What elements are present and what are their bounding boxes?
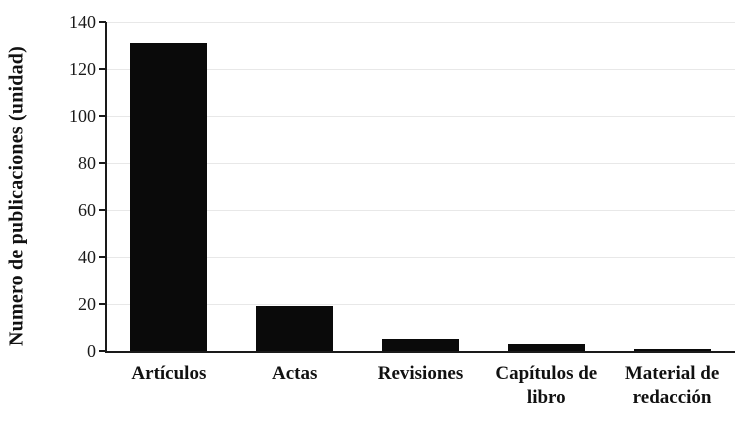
bar bbox=[633, 348, 711, 351]
y-tick-mark bbox=[99, 115, 106, 117]
gridline bbox=[106, 210, 735, 211]
gridline bbox=[106, 163, 735, 164]
y-tick-mark bbox=[99, 68, 106, 70]
x-category-label: Revisiones bbox=[377, 363, 464, 384]
bar bbox=[256, 306, 334, 351]
gridline bbox=[106, 257, 735, 258]
y-tick-label: 140 bbox=[69, 12, 96, 32]
y-tick-mark bbox=[99, 303, 106, 305]
y-axis-title: Numero de publicaciones (unidad) bbox=[5, 46, 28, 346]
y-tick-label: 0 bbox=[87, 341, 96, 361]
y-tick-label: 80 bbox=[78, 153, 96, 173]
gridline bbox=[106, 116, 735, 117]
y-axis-line bbox=[105, 22, 107, 352]
gridline bbox=[106, 22, 735, 23]
y-tick-label: 40 bbox=[78, 247, 96, 267]
y-tick-mark bbox=[99, 209, 106, 211]
bar bbox=[507, 343, 585, 351]
x-category-label: Material de redacción bbox=[624, 363, 720, 408]
y-tick-label: 120 bbox=[69, 59, 96, 79]
y-tick-mark bbox=[99, 256, 106, 258]
y-tick-label: 100 bbox=[69, 106, 96, 126]
gridline bbox=[106, 69, 735, 70]
bar bbox=[130, 43, 208, 351]
y-tick-mark bbox=[99, 350, 106, 352]
y-tick-mark bbox=[99, 162, 106, 164]
y-tick-label: 60 bbox=[78, 200, 96, 220]
y-tick-mark bbox=[99, 21, 106, 23]
bar bbox=[382, 339, 459, 351]
x-axis-line bbox=[105, 351, 735, 353]
y-tick-label: 20 bbox=[78, 294, 96, 314]
x-category-label: Capítulos de libro bbox=[495, 363, 598, 408]
x-category-label: Artículos bbox=[131, 363, 207, 384]
gridline bbox=[106, 304, 735, 305]
x-category-label: Actas bbox=[272, 363, 318, 384]
